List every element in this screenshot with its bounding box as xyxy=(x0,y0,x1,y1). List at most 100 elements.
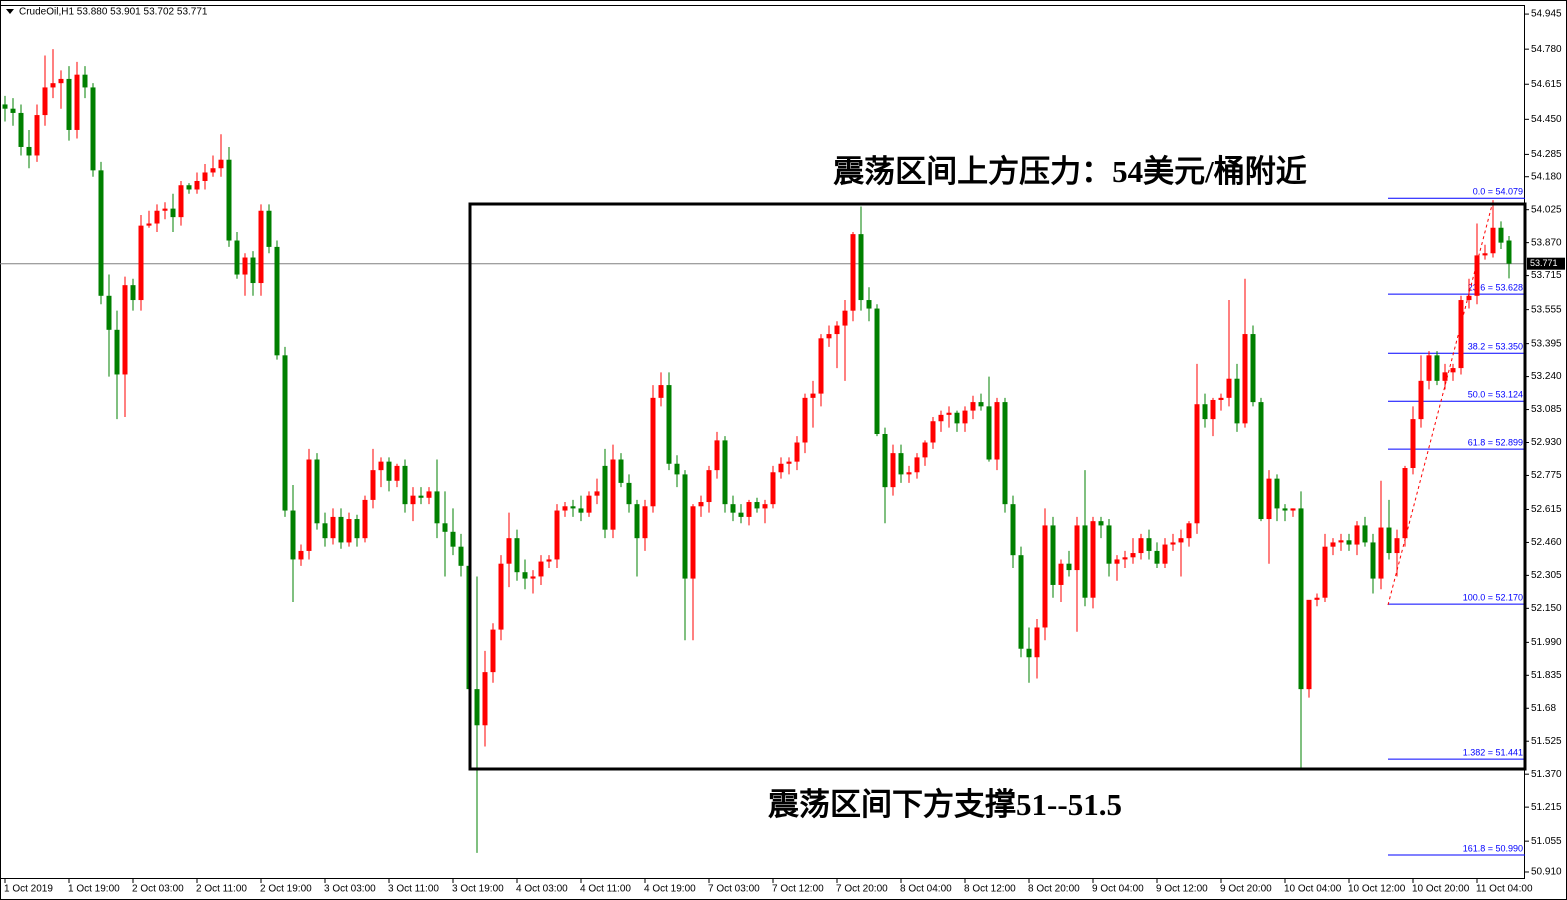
candle-body xyxy=(666,385,672,464)
candle-body xyxy=(1258,402,1264,520)
y-tick-label: 52.775 xyxy=(1531,470,1562,481)
candle-body xyxy=(450,531,456,547)
candle-body xyxy=(1402,468,1408,539)
candle-body xyxy=(578,508,584,513)
candle-body xyxy=(394,465,400,481)
menu-triangle xyxy=(6,9,14,14)
x-tick-label: 9 Oct 20:00 xyxy=(1220,884,1272,895)
fibo-trendline xyxy=(1387,204,1493,606)
candle-body xyxy=(146,223,152,226)
candle-body xyxy=(410,495,416,505)
y-tick-label: 51.68 xyxy=(1531,703,1556,714)
candle-body xyxy=(738,512,744,517)
candle-body xyxy=(522,572,528,579)
candle-body xyxy=(122,285,128,375)
candle-body xyxy=(370,470,376,500)
candle-body xyxy=(938,414,944,422)
candle-body xyxy=(354,519,360,539)
y-tick-label: 51.215 xyxy=(1531,802,1562,813)
candle-body xyxy=(290,510,296,560)
x-tick-label: 8 Oct 12:00 xyxy=(964,884,1016,895)
candle-body xyxy=(474,689,480,726)
x-tick-label: 3 Oct 11:00 xyxy=(388,884,439,895)
x-tick-label: 7 Oct 20:00 xyxy=(836,884,888,895)
y-tick-label: 51.835 xyxy=(1531,670,1562,681)
candle-body xyxy=(66,78,72,130)
candle-body xyxy=(1498,227,1504,243)
candle-body xyxy=(610,459,616,530)
candle-body xyxy=(1210,399,1216,420)
candle-body xyxy=(1146,538,1152,551)
candle-body xyxy=(1482,253,1488,256)
candle-body xyxy=(562,506,568,511)
candle-body xyxy=(954,412,960,424)
candle-body xyxy=(186,185,192,190)
candle-body xyxy=(1290,508,1296,511)
y-tick-label: 54.180 xyxy=(1531,171,1562,182)
y-tick-label: 54.615 xyxy=(1531,79,1562,90)
candle-body xyxy=(634,504,640,539)
candle-body xyxy=(554,510,560,560)
x-tick-label: 1 Oct 2019 xyxy=(4,884,53,895)
candle-body xyxy=(250,257,256,284)
x-tick-label: 8 Oct 04:00 xyxy=(900,884,952,895)
x-tick-label: 4 Oct 19:00 xyxy=(644,884,696,895)
y-tick-label: 54.450 xyxy=(1531,114,1562,125)
x-tick-label: 2 Oct 03:00 xyxy=(132,884,184,895)
candle-body xyxy=(1426,355,1432,381)
y-tick-label: 53.240 xyxy=(1531,371,1562,382)
candle-body xyxy=(842,310,848,326)
candle-body xyxy=(538,561,544,577)
x-tick-label: 9 Oct 04:00 xyxy=(1092,884,1144,895)
fibo-label: 1.382 = 51.441 xyxy=(1463,747,1523,757)
candle-body xyxy=(1098,521,1104,526)
x-tick-label: 4 Oct 11:00 xyxy=(580,884,631,895)
candle-body xyxy=(226,159,232,241)
candle-body xyxy=(426,491,432,498)
candle-body xyxy=(1330,542,1336,547)
y-tick-label: 50.910 xyxy=(1531,867,1562,878)
candle-body xyxy=(1306,599,1312,690)
candle-body xyxy=(202,172,208,181)
candle-body xyxy=(434,491,440,524)
candle-body xyxy=(530,576,536,579)
x-tick-label: 2 Oct 11:00 xyxy=(196,884,247,895)
candle-body xyxy=(1338,540,1344,543)
candle-body xyxy=(794,442,800,462)
candle-body xyxy=(722,440,728,505)
annotation: 震荡区间下方支撑51--51.5 xyxy=(768,787,1122,822)
candle-body xyxy=(970,402,976,411)
candle-body xyxy=(82,74,88,88)
candle-body xyxy=(1234,378,1240,424)
candle-body xyxy=(730,504,736,513)
fibo-label: 0.0 = 54.079 xyxy=(1473,187,1523,197)
y-tick-label: 53.870 xyxy=(1531,237,1562,248)
candle-body xyxy=(786,461,792,464)
candle-body xyxy=(330,516,336,539)
candle-body xyxy=(1170,542,1176,545)
y-tick-label: 53.715 xyxy=(1531,270,1562,281)
candle-body xyxy=(170,208,176,218)
candle-body xyxy=(1002,402,1008,505)
candle-body xyxy=(154,210,160,224)
candle-body xyxy=(1266,478,1272,520)
candle-body xyxy=(2,104,8,109)
y-tick-label: 51.055 xyxy=(1531,836,1562,847)
candle-body xyxy=(1298,508,1304,690)
candle-body xyxy=(698,502,704,507)
candle-body xyxy=(570,506,576,509)
candle-body xyxy=(1362,525,1368,543)
y-tick-label: 53.085 xyxy=(1531,404,1562,415)
candle-body xyxy=(706,470,712,503)
y-tick-label: 52.930 xyxy=(1531,437,1562,448)
candle-body xyxy=(1354,525,1360,545)
candle-body xyxy=(1490,227,1496,254)
x-tick-label: 2 Oct 19:00 xyxy=(260,884,312,895)
x-tick-label: 7 Oct 12:00 xyxy=(772,884,824,895)
candle-body xyxy=(1082,525,1088,598)
candle-body xyxy=(1434,355,1440,381)
candle-body xyxy=(418,495,424,498)
candle-body xyxy=(242,257,248,275)
candle-body xyxy=(114,329,120,375)
